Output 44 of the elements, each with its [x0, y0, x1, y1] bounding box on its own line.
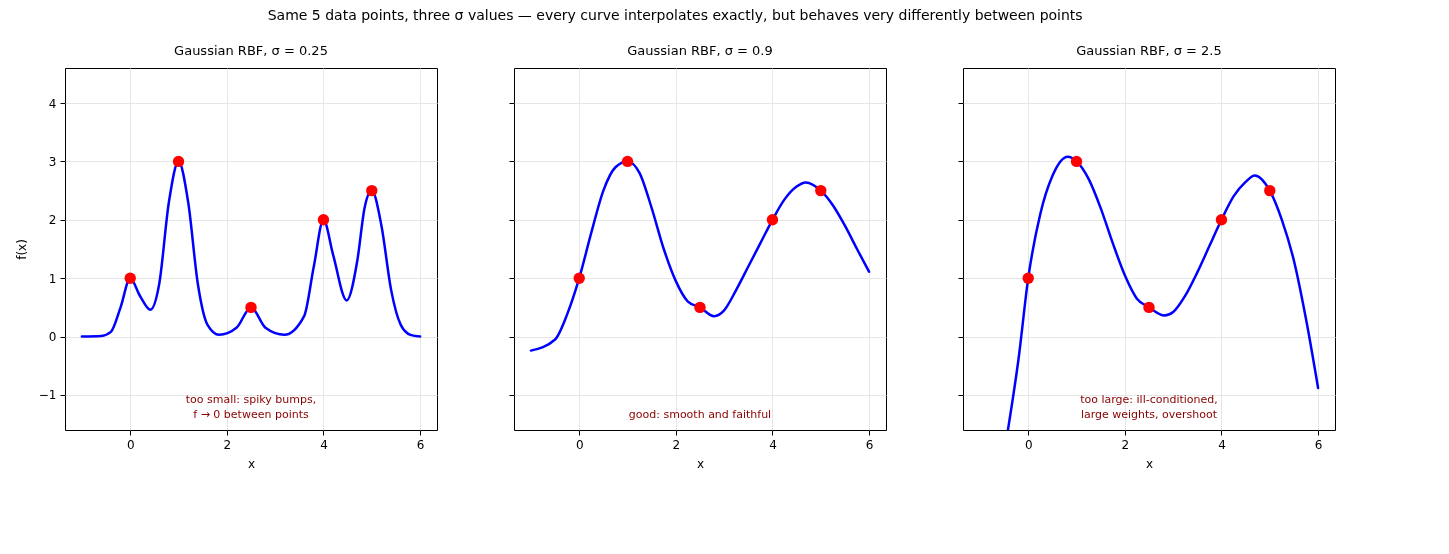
x-tick-label: 2	[1121, 437, 1130, 452]
x-axis-title: x	[1145, 456, 1154, 471]
x-tick-label: 6	[865, 437, 874, 452]
chart-title: Gaussian RBF, σ = 2.5	[1076, 43, 1222, 58]
x-axis-title: x	[696, 456, 705, 471]
x-tick-label: 0	[126, 437, 135, 452]
y-tick-label: 3	[48, 154, 57, 169]
point	[766, 214, 779, 226]
x-tick-label: 4	[1218, 437, 1226, 452]
point	[1143, 301, 1155, 314]
point	[694, 301, 706, 314]
point	[317, 214, 330, 226]
point	[245, 301, 257, 314]
x-tick-label: 4	[769, 437, 777, 452]
x-tick-label: 2	[223, 437, 232, 452]
point	[124, 272, 136, 284]
annotation: good: smooth and faithful	[628, 408, 772, 421]
y-tick-label: −1	[38, 388, 57, 403]
x-axis-title: x	[247, 456, 256, 471]
x-tick-label: 0	[575, 437, 584, 452]
chart-title: Gaussian RBF, σ = 0.25	[174, 43, 328, 58]
point	[172, 155, 185, 168]
point	[621, 155, 634, 168]
y-axis-title: f(x)	[14, 239, 29, 260]
x-tick-label: 4	[320, 437, 328, 452]
y-tick-label: 2	[48, 213, 57, 228]
annotation: too small: spiky bumps, f → 0 between points	[185, 393, 317, 421]
y-tick-label: 4	[48, 96, 57, 111]
x-tick-label: 6	[1314, 437, 1323, 452]
x-tick-label: 0	[1024, 437, 1033, 452]
annotation: too large: ill-conditioned, large weights, overshoot	[1080, 393, 1218, 421]
point	[815, 184, 827, 197]
point	[1264, 184, 1276, 197]
text: Same 5 data points, three σ values — every curve interpolates exactly, but behaves very differently between points	[267, 6, 1083, 23]
y-tick-label: 1	[48, 271, 57, 286]
point	[1070, 155, 1083, 168]
point	[366, 184, 378, 197]
x-tick-label: 6	[416, 437, 425, 452]
point	[1022, 272, 1034, 284]
x-tick-label: 2	[672, 437, 681, 452]
point	[1215, 214, 1228, 226]
y-tick-label: 0	[48, 330, 57, 345]
chart-title: Gaussian RBF, σ = 0.9	[627, 43, 773, 58]
point	[573, 272, 585, 284]
